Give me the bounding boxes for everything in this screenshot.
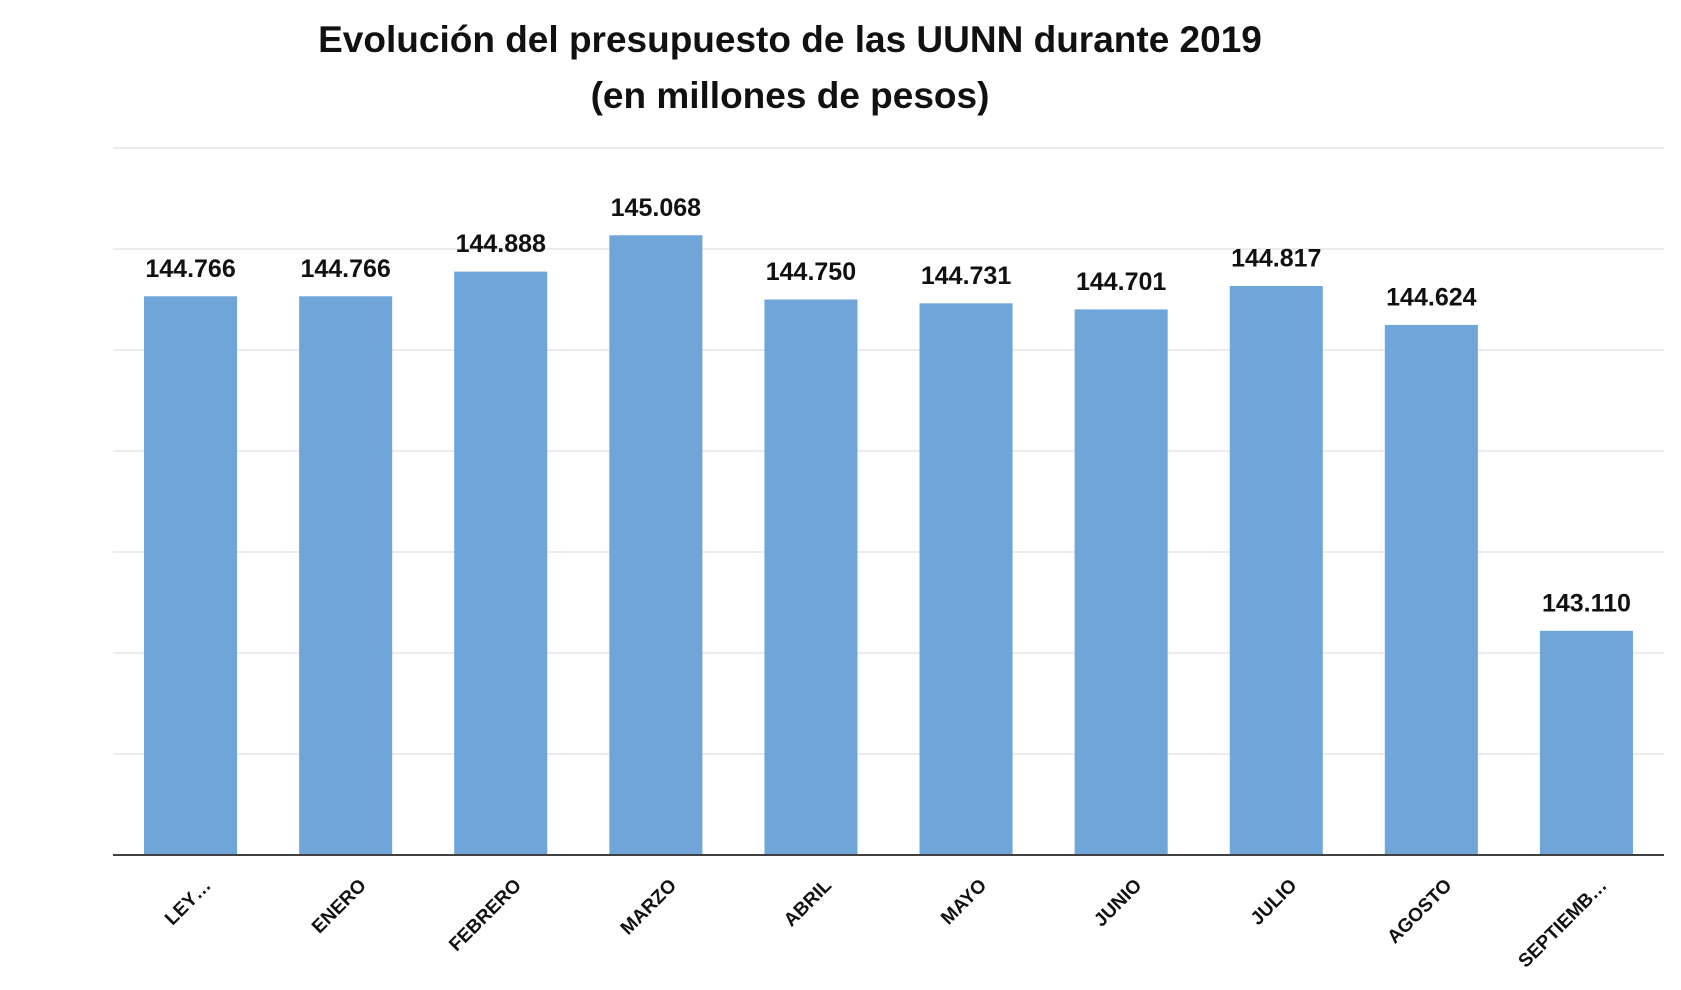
bar — [1384, 324, 1478, 855]
data-label: 144.766 — [145, 255, 235, 283]
data-label: 144.750 — [766, 258, 856, 286]
bar — [609, 235, 703, 855]
data-label: 144.766 — [300, 255, 390, 283]
bar — [764, 299, 858, 855]
bar — [454, 271, 548, 855]
bar — [144, 296, 238, 855]
bar — [1539, 630, 1633, 855]
data-label: 144.888 — [456, 230, 546, 258]
bar — [1229, 285, 1323, 855]
data-label: 144.731 — [921, 262, 1011, 290]
bar — [1074, 309, 1168, 855]
chart-subtitle: (en millones de pesos) — [591, 75, 990, 116]
chart-title: Evolución del presupuesto de las UUNN du… — [318, 19, 1262, 60]
data-label: 144.701 — [1076, 268, 1166, 296]
data-label: 144.817 — [1231, 245, 1321, 273]
bar — [919, 303, 1013, 855]
data-label: 144.624 — [1386, 284, 1476, 312]
data-label: 145.068 — [611, 194, 701, 222]
data-label: 143.110 — [1542, 589, 1631, 617]
bar — [299, 296, 393, 855]
